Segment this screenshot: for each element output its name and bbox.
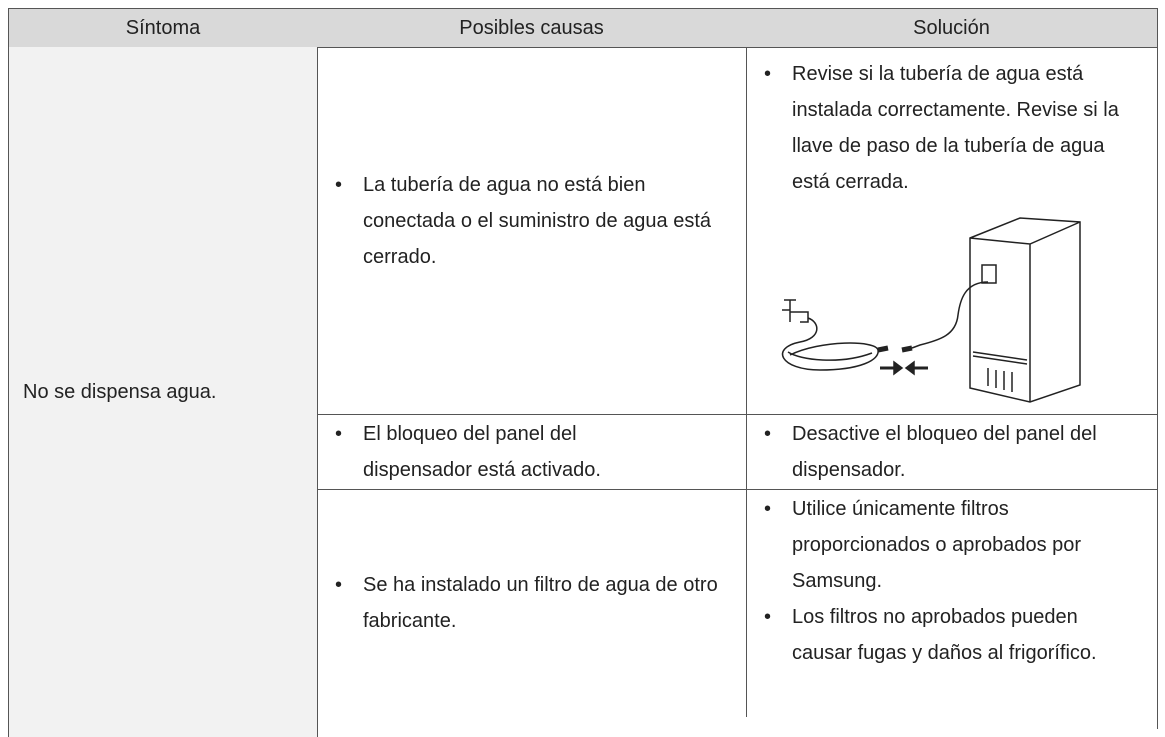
header-cell: Síntoma [8,8,318,48]
cause: Se ha instalado un filtro de agua de otr… [317,567,746,639]
header-cell: Solución [746,8,1158,48]
solution-cell: Desactive el bloqueo del panel del dispe… [746,414,1158,490]
solution: Los filtros no aprobados pueden causar f… [746,599,1157,671]
solution: Utilice únicamente filtros proporcionado… [746,491,1157,599]
water-line-illustration [781,217,1081,403]
cause: El bloqueo del panel del dispensador est… [317,416,746,488]
page: {"table": { "header": ["Síntoma", "Posib… [0,0,1165,717]
solution: Revise si la tubería de agua está instal… [746,56,1157,200]
cause-cell: La tubería de agua no está bien conectad… [317,47,747,415]
symptom-cell: No se dispensa agua. [8,47,318,737]
cause: La tubería de agua no está bien conectad… [317,167,746,275]
solution-cell: Revise si la tubería de agua está instal… [746,47,1158,415]
solution: Desactive el bloqueo del panel del dispe… [746,416,1157,488]
header-cell: Posibles causas [317,8,747,48]
cause-cell: El bloqueo del panel del dispensador est… [317,414,747,490]
cause-cell: Se ha instalado un filtro de agua de otr… [317,489,747,717]
symptom: No se dispensa agua. [23,381,217,403]
solution-cell: Utilice únicamente filtros proporcionado… [746,489,1158,729]
